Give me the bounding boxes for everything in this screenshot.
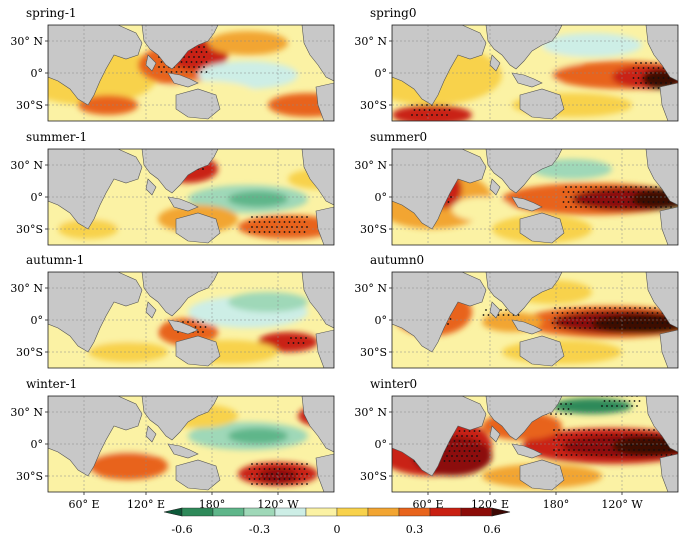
colorbar-segment [305,507,338,517]
lon-tick-label: 120° W [601,498,643,511]
colorbar-segment [181,507,214,517]
panel-title: spring-1 [26,6,77,20]
lat-tick-label: 0° [375,191,388,204]
lat-tick-label: 30° N [10,35,43,48]
lat-tick-label: 30° N [10,159,43,172]
colorbar-tick-label: -0.6 [171,523,192,536]
colorbar-segment [274,507,307,517]
anomaly-contour [392,105,472,121]
panel-title: spring0 [370,6,416,20]
lat-tick-label: 30°S [360,470,387,483]
colorbar-tick-label: -0.3 [249,523,270,536]
lat-tick-label: 30°S [360,346,387,359]
lat-tick-label: 30° N [354,35,387,48]
map-panel-summer0: summer0 30° N 0° 30°S [354,130,679,246]
land-mask [48,272,334,368]
land-mask [392,272,678,368]
lon-tick-label: 60° E [68,498,99,511]
graticule [48,396,334,492]
map-panel-autumn0: autumn0 30° N 0° 30°S [354,253,679,369]
lat-tick-label: 0° [31,438,44,451]
lon-tick-label: 60° E [412,498,443,511]
anomaly-contour [612,436,678,456]
panel-title: autumn0 [370,253,424,267]
anomaly-contour [208,31,288,55]
colorbar: -0.6 -0.3 0 0.3 0.6 [163,507,511,536]
anomaly-contour [592,314,678,334]
lat-tick-label: 30° N [354,406,387,419]
lat-tick-label: 30° N [354,282,387,295]
lat-tick-label: 0° [31,191,44,204]
panel-title: summer-1 [26,130,87,144]
anomaly-contour [452,197,512,221]
colorbar-tick-label: 0 [334,523,341,536]
anomaly-contour [228,191,288,207]
anomaly-contour [228,292,308,312]
graticule [392,149,678,245]
land-mask [392,396,678,492]
land-mask [392,25,678,121]
land-mask [48,25,334,121]
colorbar-tick-label: 0.6 [483,523,501,536]
colorbar-max-arrow [491,507,511,517]
panel-title: winter-1 [26,377,77,391]
lon-tick-label: 120° E [471,498,509,511]
lat-tick-label: 30°S [16,470,43,483]
panel-title: autumn-1 [26,253,84,267]
land-mask [392,149,678,245]
panel-title: winter0 [370,377,417,391]
graticule [48,25,334,121]
graticule [48,149,334,245]
anomaly-contour [88,452,168,480]
lon-tick-label: 120° E [127,498,165,511]
graticule [392,272,678,368]
colorbar-segment [398,507,431,517]
anomaly-contour [238,215,334,239]
map-panel-winter-1: winter-1 30° N 0° 30°S 60° E 120° E 180° 120° W [10,377,335,511]
anomaly-contour [552,398,632,414]
lat-tick-label: 0° [31,67,44,80]
map-panel-spring0: spring0 30° N 0° 30°S [354,6,679,122]
lon-tick-label: 180° [199,498,226,511]
colorbar-segment [429,507,462,517]
lon-tick-label: 120° W [257,498,299,511]
colorbar-segment [460,507,493,517]
lat-tick-label: 30°S [360,99,387,112]
graticule [392,25,678,121]
lat-tick-label: 30° N [10,406,43,419]
colorbar-segment [212,507,245,517]
graticule [48,272,334,368]
anomaly-contour [632,189,678,209]
colorbar-tick-label: 0.3 [406,523,424,536]
lat-tick-label: 30° N [354,159,387,172]
colorbar-min-arrow [163,507,183,517]
colorbar-segment [367,507,400,517]
lat-tick-label: 30°S [360,223,387,236]
land-mask [48,396,334,492]
lat-tick-label: 30° N [10,282,43,295]
land-mask [48,149,334,245]
anomaly-contour [228,428,288,444]
lat-tick-label: 0° [375,67,388,80]
colorbar-segment [243,507,276,517]
lat-tick-label: 30°S [16,99,43,112]
anomaly-contour [542,33,642,57]
lat-tick-label: 0° [31,314,44,327]
graticule [392,396,678,492]
map-panel-winter0: winter0 30° N 0° 30°S 60° E 120° E 180° 120° W [354,377,679,511]
map-panel-spring-1: spring-1 30° N 0° 30°S [10,6,335,122]
lat-tick-label: 0° [375,314,388,327]
lat-tick-label: 30°S [16,346,43,359]
lon-tick-label: 180° [543,498,570,511]
map-panel-autumn-1: autumn-1 30° N 0° 30°S [10,253,335,369]
lat-tick-label: 0° [375,438,388,451]
lat-tick-label: 30°S [16,223,43,236]
colorbar-segment [336,507,369,517]
map-panel-summer-1: summer-1 30° N 0° 30°S [10,130,335,246]
panel-title: summer0 [370,130,427,144]
